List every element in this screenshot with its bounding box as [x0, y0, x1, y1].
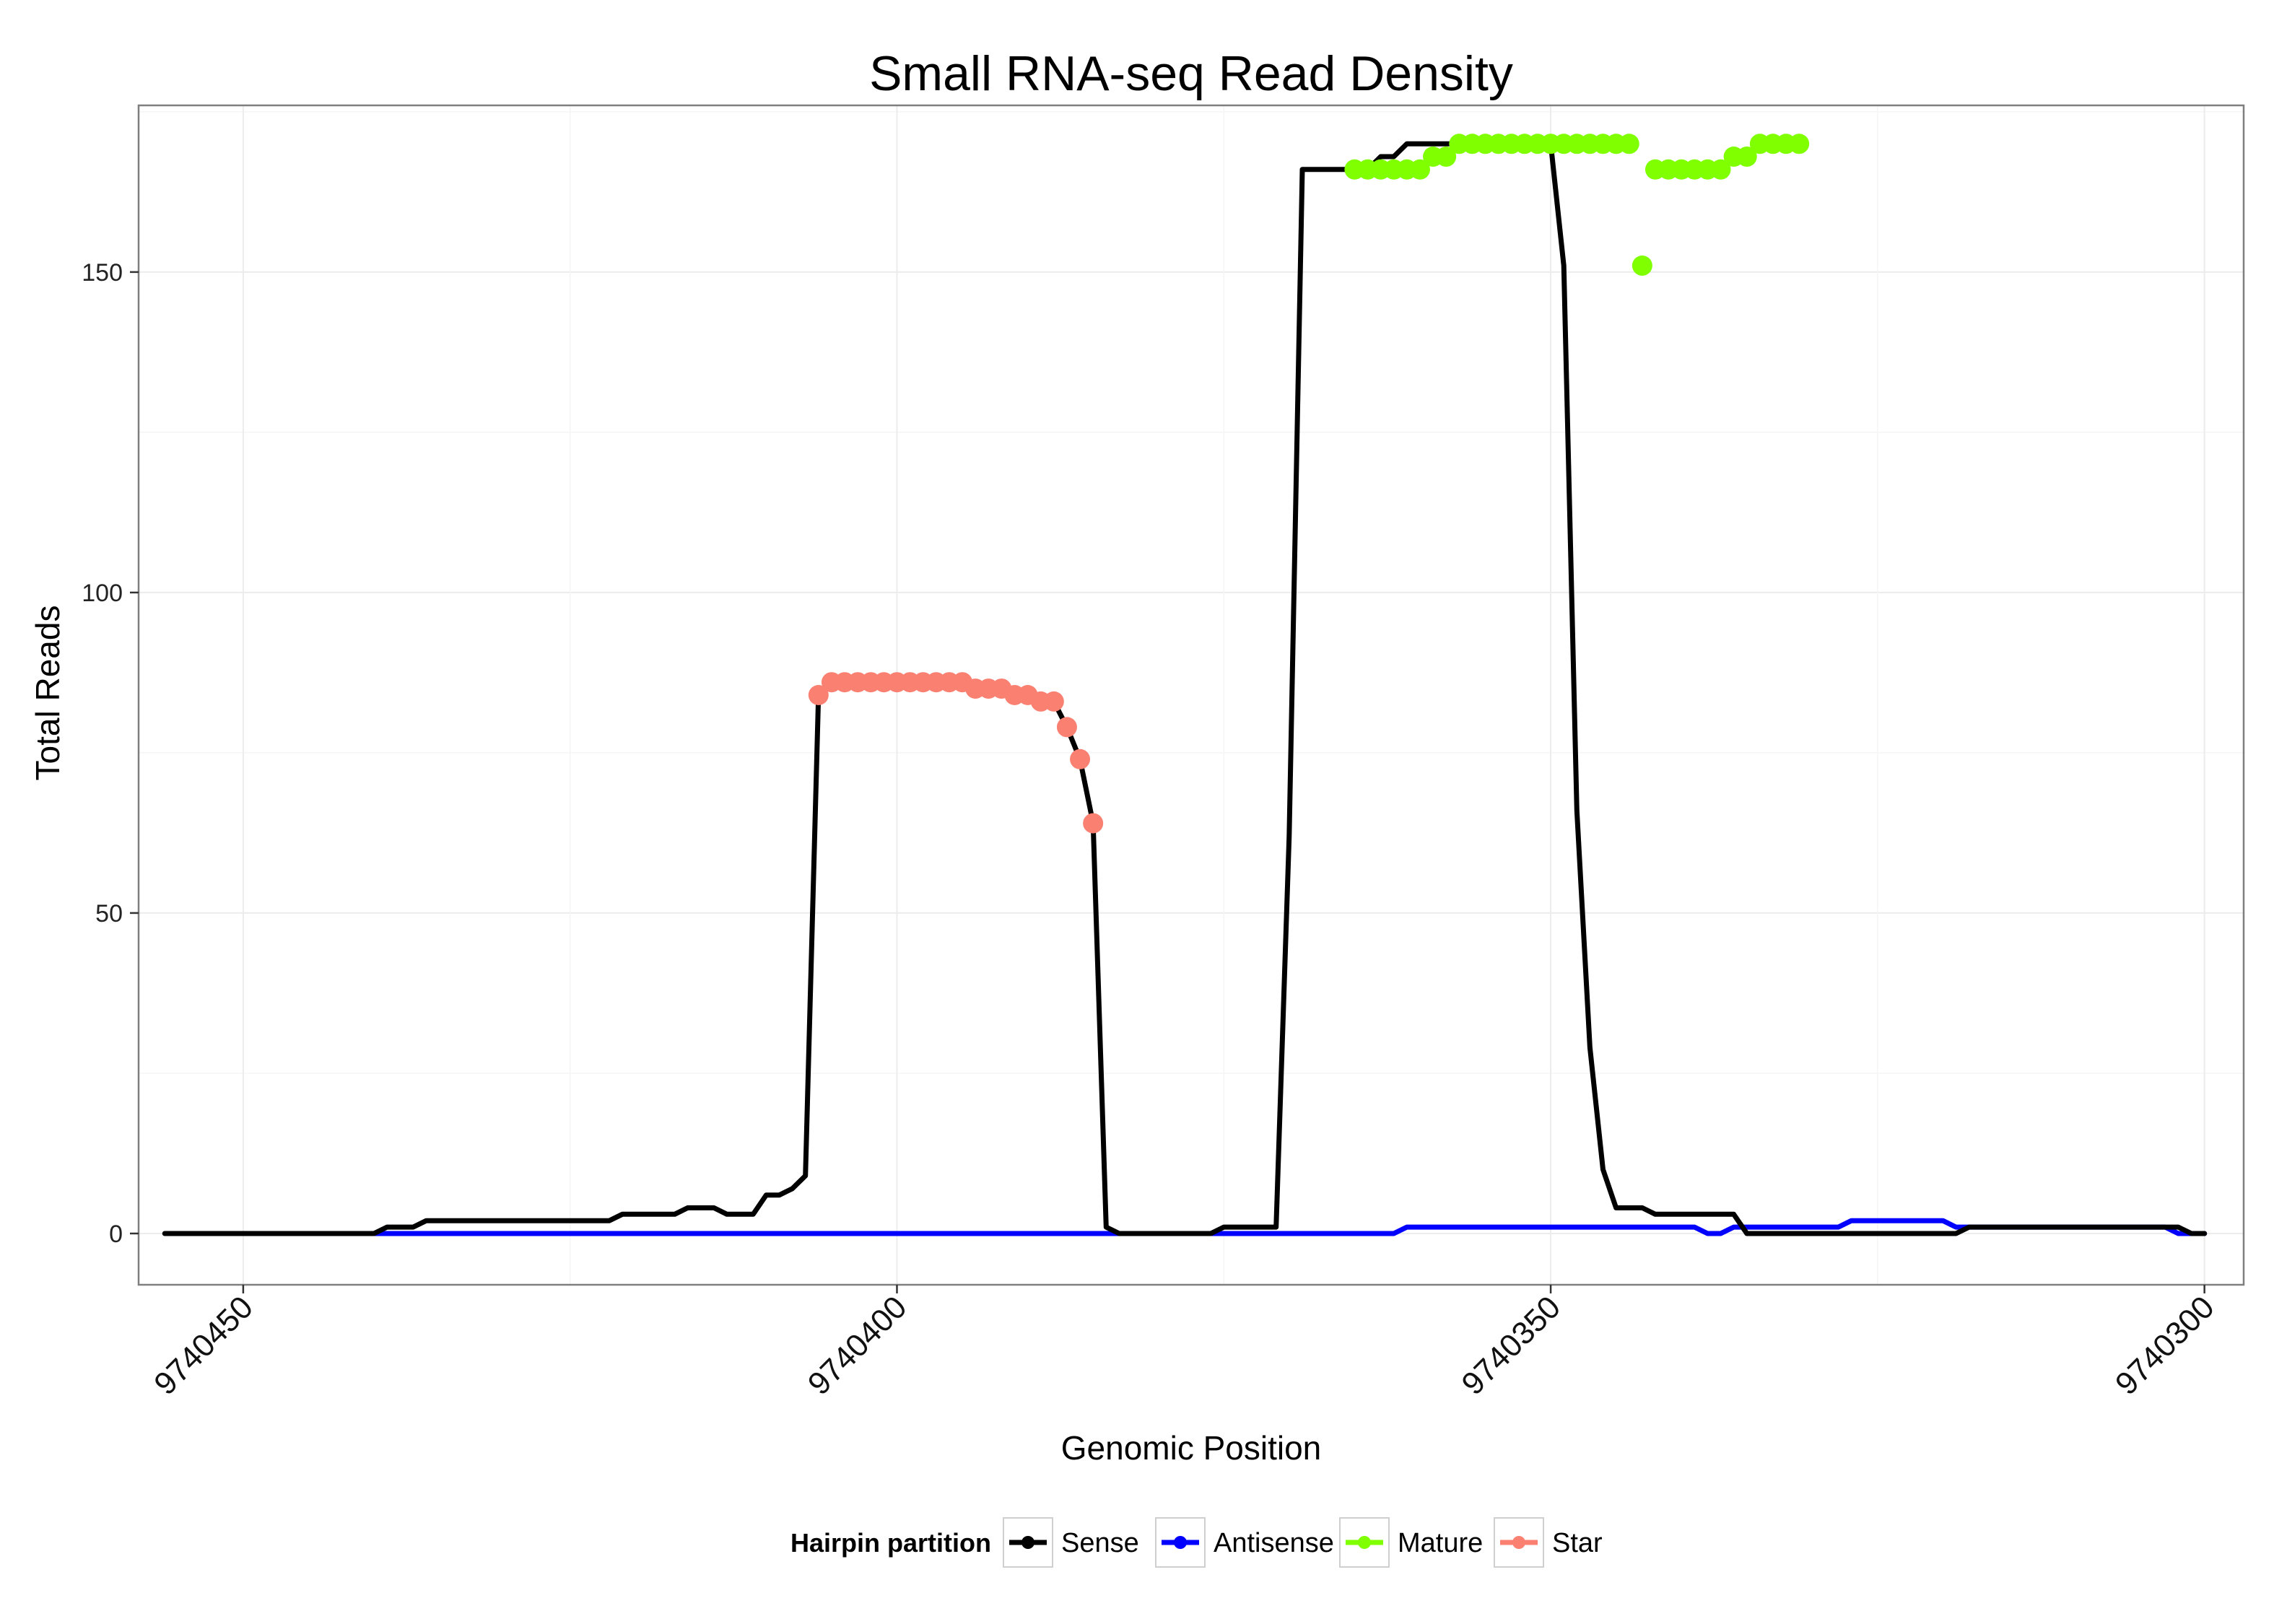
star-point — [1083, 813, 1104, 834]
y-tick-label: 100 — [82, 580, 123, 607]
mature-point — [1789, 134, 1810, 154]
legend-title: Hairpin partition — [790, 1528, 991, 1558]
legend-key-point — [1358, 1536, 1371, 1549]
y-tick-label: 50 — [95, 900, 123, 927]
mature-point — [1710, 159, 1731, 180]
legend-key-star — [1494, 1517, 1544, 1568]
legend-key-sense — [1003, 1517, 1053, 1568]
mature-point — [1436, 147, 1457, 167]
legend-key-antisense — [1155, 1517, 1206, 1568]
mature-point — [1736, 147, 1757, 167]
star-point — [1070, 748, 1091, 769]
star-point — [1043, 691, 1064, 712]
grid-layer — [139, 105, 2244, 1285]
series-layer — [162, 134, 2208, 1236]
legend-key-point — [1174, 1536, 1187, 1549]
legend-label: Star — [1552, 1528, 1603, 1558]
mature-point — [1409, 159, 1430, 180]
x-axis-title: Genomic Position — [1061, 1429, 1322, 1467]
plot-border — [137, 104, 2245, 1286]
series-mature — [1344, 134, 1810, 276]
mature-point — [1619, 134, 1639, 154]
legend-key-point — [1021, 1536, 1034, 1549]
legend-label: Mature — [1398, 1528, 1483, 1558]
mature-point — [1632, 256, 1652, 276]
legend-label: Sense — [1061, 1528, 1139, 1558]
legend: Hairpin partition Sense Antisense Mature St… — [790, 1517, 1603, 1568]
series-sense — [162, 141, 2208, 1236]
y-tick-label: 150 — [82, 259, 123, 287]
chart-title: Small RNA-seq Read Density — [869, 46, 1513, 101]
series-star — [808, 672, 1104, 834]
legend-key-point — [1512, 1536, 1525, 1549]
star-point — [1056, 717, 1077, 738]
star-point — [808, 685, 829, 705]
legend-label: Antisense — [1214, 1528, 1334, 1558]
legend-key-mature — [1339, 1517, 1390, 1568]
sense-line — [162, 141, 2208, 1236]
y-axis-title: Total Reads — [29, 606, 66, 781]
y-tick-label: 0 — [109, 1221, 123, 1248]
